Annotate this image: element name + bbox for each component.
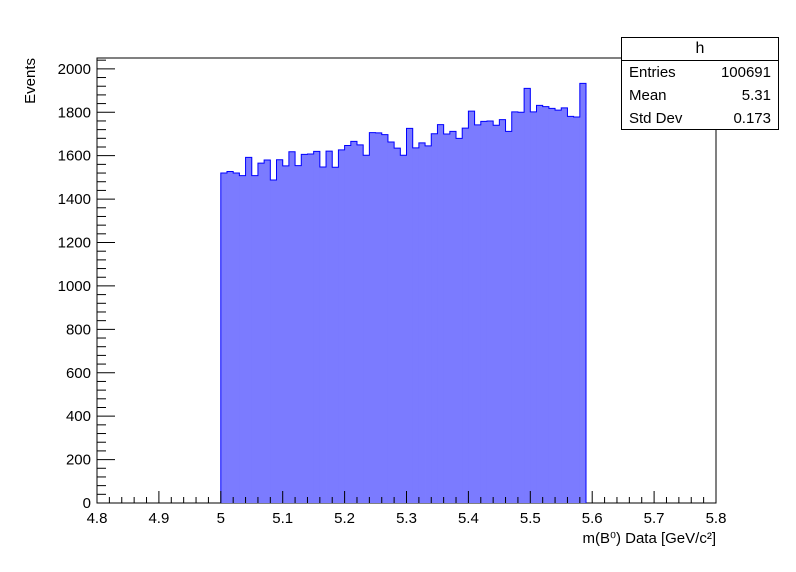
histogram-bin (406, 128, 414, 503)
histogram-bin (301, 154, 308, 503)
x-tick-label: 5.1 (272, 510, 293, 527)
x-tick-label: 5.2 (334, 510, 355, 527)
histogram-bin (456, 138, 463, 503)
histogram-bin (480, 121, 488, 503)
histogram-bin (555, 110, 562, 503)
histogram-bin (313, 151, 321, 503)
histogram-bin (245, 157, 253, 504)
y-tick-label: 1800 (58, 104, 91, 121)
x-tick-label: 5.8 (706, 510, 727, 527)
x-tick-label: 4.8 (87, 510, 108, 527)
histogram-bin (579, 83, 587, 504)
y-tick-label: 1000 (58, 278, 91, 295)
stats-value: 0.173 (733, 110, 771, 127)
histogram-bin (394, 148, 401, 503)
histogram-bin (548, 108, 556, 504)
histogram-bin (418, 142, 426, 503)
histogram-bin (542, 106, 550, 503)
histogram-bin (276, 159, 284, 503)
histogram-bin (264, 160, 271, 503)
stats-label: Std Dev (629, 110, 683, 127)
histogram-bin (375, 132, 383, 503)
histogram-bin (344, 145, 352, 504)
histogram-bin (517, 112, 525, 503)
histogram-bin (307, 153, 315, 503)
y-tick-label: 1400 (58, 191, 91, 208)
histogram-bin (350, 141, 358, 504)
histogram-bin (220, 173, 228, 504)
histogram-bin (356, 144, 364, 503)
histogram-bin (381, 134, 389, 503)
histogram-bin (462, 128, 469, 504)
histogram-bin (319, 166, 327, 503)
histogram-bin (474, 124, 482, 504)
histogram-bin (567, 116, 575, 503)
histogram-bin (338, 149, 345, 503)
histogram-bin (239, 175, 246, 503)
x-tick-label: 5.4 (458, 510, 479, 527)
histogram-bin (511, 111, 519, 504)
y-tick-label: 0 (83, 495, 91, 512)
y-tick-label: 2000 (58, 61, 91, 78)
y-tick-label: 200 (66, 452, 91, 469)
y-tick-label: 800 (66, 321, 91, 338)
y-axis-label: Events (22, 58, 39, 104)
histogram-bin (536, 105, 544, 503)
histogram-bin (505, 131, 513, 503)
stats-row-entries: Entries 100691 (622, 61, 778, 84)
x-tick-label: 5 (217, 510, 225, 527)
y-tick-label: 400 (66, 408, 91, 425)
histogram-bin (288, 151, 296, 503)
histogram-bin (326, 151, 333, 503)
histogram-bin (387, 142, 395, 503)
histogram-bin (561, 107, 568, 504)
x-tick-label: 5.5 (520, 510, 541, 527)
histogram-bin (530, 111, 537, 504)
histogram-bin (443, 133, 451, 503)
histogram-bin (332, 167, 339, 503)
histogram-bin (226, 171, 234, 503)
histogram-bin (524, 88, 531, 503)
x-tick-label: 4.9 (148, 510, 169, 527)
histogram-bin (486, 120, 494, 503)
histogram-bin (295, 165, 302, 504)
stats-box: h Entries 100691 Mean 5.31 Std Dev 0.173 (621, 37, 779, 130)
histogram-bin (412, 147, 420, 503)
histogram-bin (282, 165, 290, 503)
histogram-bin (437, 124, 445, 503)
histogram-bin (233, 173, 240, 504)
histogram-bin (400, 155, 407, 503)
x-tick-label: 5.7 (644, 510, 665, 527)
histogram-bin (449, 131, 457, 503)
x-tick-label: 5.6 (582, 510, 603, 527)
stats-value: 100691 (720, 64, 771, 81)
y-tick-label: 600 (66, 365, 91, 382)
y-tick-label: 1200 (58, 235, 91, 252)
histogram-bin (493, 125, 500, 503)
histogram-bin (573, 117, 581, 504)
stats-title: h (622, 38, 778, 61)
histogram-bin (425, 145, 432, 504)
histogram-bin (257, 163, 265, 503)
histogram-bin (431, 133, 438, 503)
stats-row-stddev: Std Dev 0.173 (622, 107, 778, 130)
histogram-bin (468, 111, 475, 504)
stats-label: Mean (629, 87, 667, 104)
histogram-bin (251, 175, 259, 503)
stats-label: Entries (629, 64, 676, 81)
histogram-bin (369, 132, 376, 504)
histogram-bin (499, 119, 506, 504)
stats-value: 5.31 (741, 87, 771, 104)
y-tick-label: 1600 (58, 148, 91, 165)
histogram-bin (363, 155, 370, 503)
x-tick-label: 5.3 (396, 510, 417, 527)
histogram-outline (220, 82, 587, 503)
histogram-bin (270, 179, 277, 503)
stats-row-mean: Mean 5.31 (622, 84, 778, 107)
x-axis-label: m(B⁰) Data [GeV/c²] (582, 530, 716, 547)
